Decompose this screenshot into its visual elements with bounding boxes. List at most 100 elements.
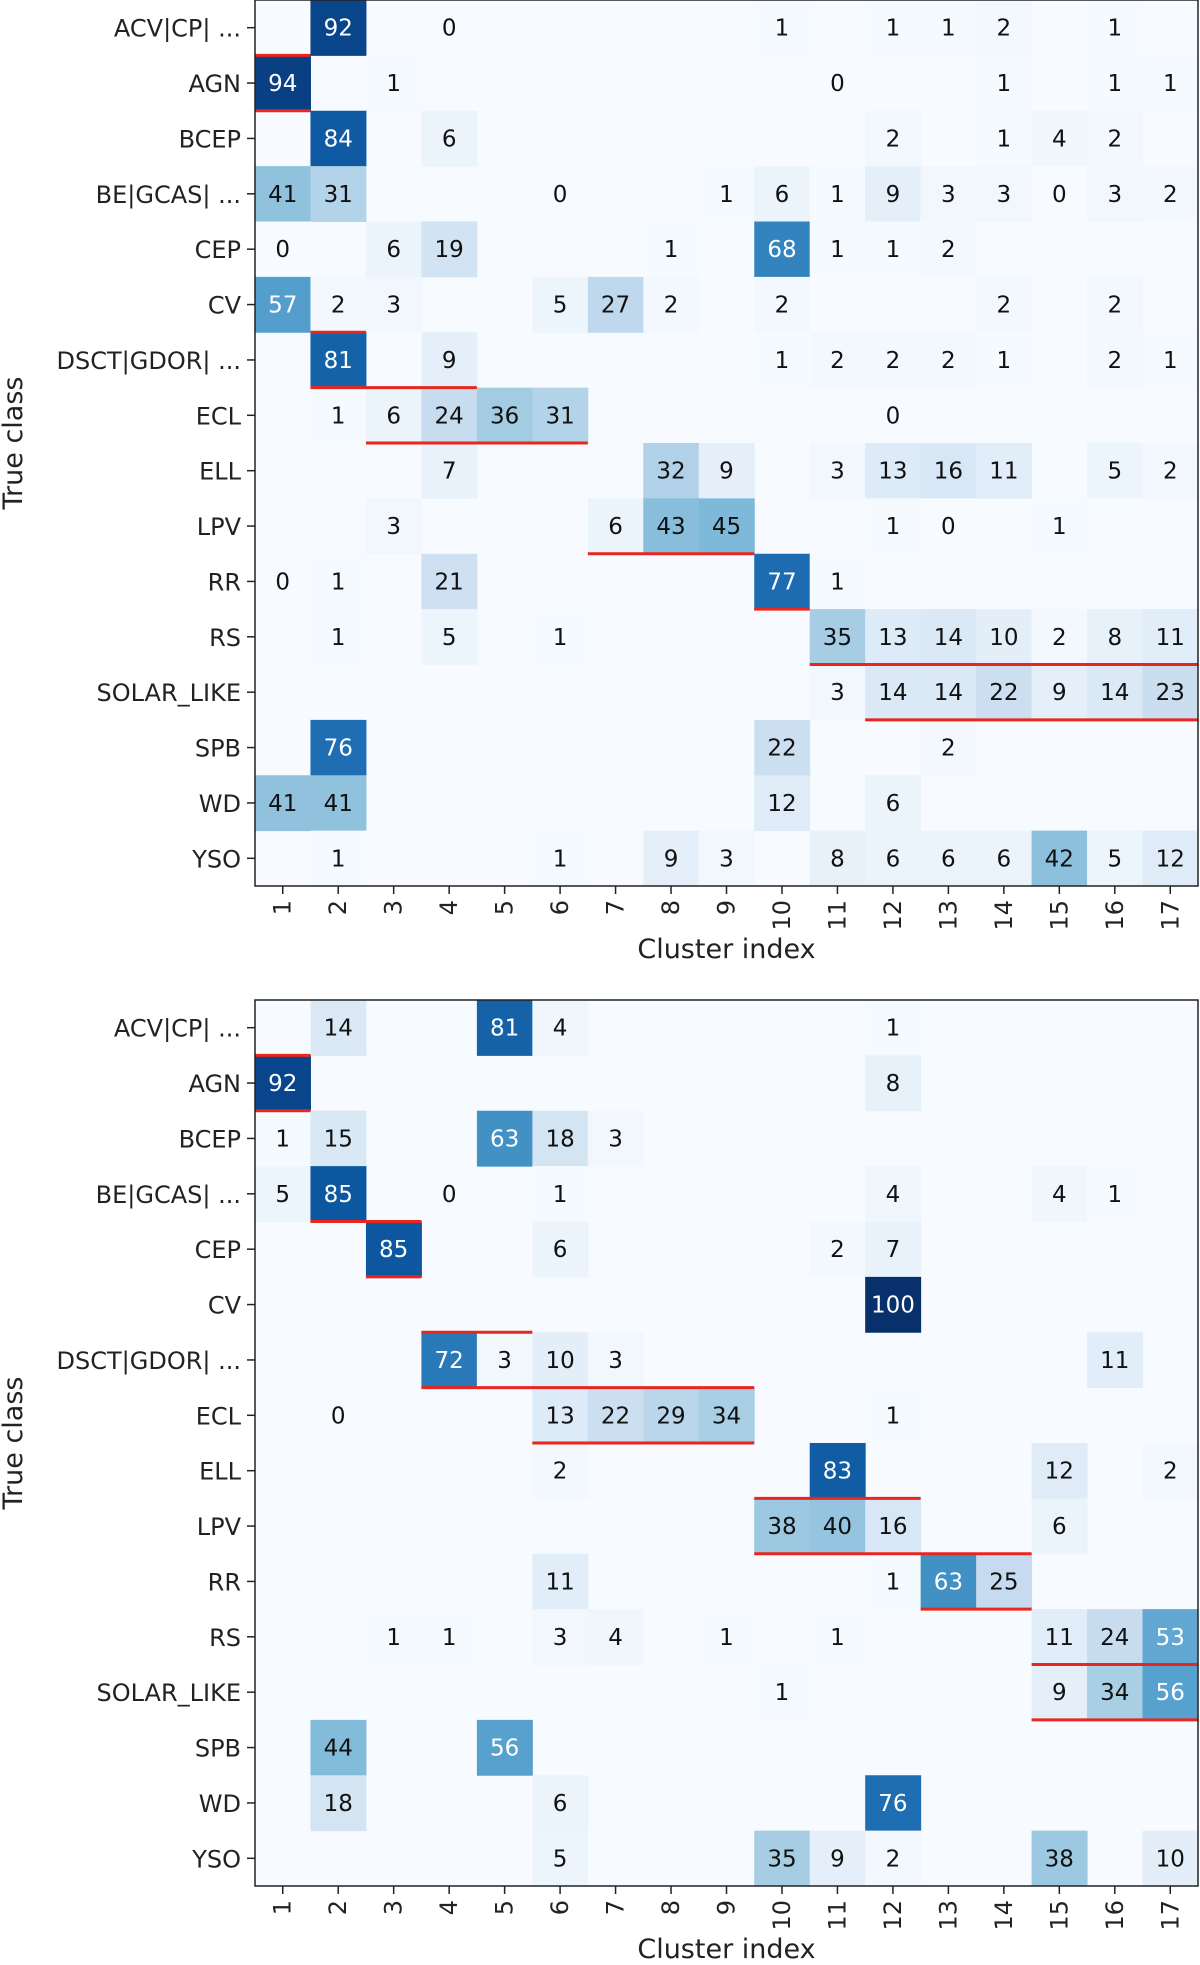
cell-value-label: 38 bbox=[767, 1514, 796, 1540]
cell-value-label: 9 bbox=[442, 348, 457, 374]
x-tick-label: 12 bbox=[879, 1900, 907, 1931]
cell-value-label: 6 bbox=[442, 126, 457, 152]
cell-value-label: 1 bbox=[386, 71, 401, 97]
heatmap-cell bbox=[310, 553, 367, 610]
cell-value-label: 7 bbox=[442, 459, 457, 485]
heatmap-cell bbox=[865, 1553, 922, 1610]
cell-value-label: 15 bbox=[324, 1126, 353, 1152]
heatmap-cell bbox=[310, 332, 367, 389]
cell-value-label: 57 bbox=[268, 293, 297, 319]
heatmap-cell bbox=[1087, 1664, 1144, 1721]
cell-value-label: 100 bbox=[871, 1293, 915, 1319]
heatmap-cell bbox=[754, 276, 811, 333]
cell-value-label: 23 bbox=[1156, 680, 1185, 706]
heatmap-cell bbox=[421, 332, 478, 389]
cell-value-label: 0 bbox=[275, 237, 290, 263]
cell-value-label: 1 bbox=[553, 846, 568, 872]
x-tick-label: 3 bbox=[380, 900, 408, 915]
cell-value-label: 1 bbox=[1107, 16, 1122, 42]
cell-value-label: 1 bbox=[775, 348, 790, 374]
x-tick-label: 5 bbox=[491, 900, 519, 915]
heatmap-cell bbox=[643, 498, 700, 555]
cell-value-label: 81 bbox=[324, 348, 353, 374]
cell-value-label: 45 bbox=[712, 514, 741, 540]
cell-value-label: 1 bbox=[719, 182, 734, 208]
heatmap-cell bbox=[1031, 498, 1088, 555]
cell-value-label: 3 bbox=[497, 1348, 512, 1374]
heatmap-cell bbox=[310, 1110, 367, 1167]
cell-value-label: 1 bbox=[830, 182, 845, 208]
heatmap-cell bbox=[754, 166, 811, 222]
cell-value-label: 24 bbox=[435, 403, 464, 429]
cell-value-label: 2 bbox=[886, 126, 901, 152]
cell-value-label: 1 bbox=[830, 237, 845, 263]
y-tick-label: LPV bbox=[197, 1513, 242, 1541]
y-tick-label: ELL bbox=[199, 458, 242, 486]
heatmap-cell bbox=[1031, 609, 1088, 665]
x-tick-label: 11 bbox=[823, 1900, 851, 1931]
heatmap-cell bbox=[1087, 1166, 1144, 1222]
cell-value-label: 6 bbox=[553, 1237, 568, 1263]
cell-value-label: 1 bbox=[1107, 71, 1122, 97]
heatmap-cell bbox=[865, 498, 922, 555]
cell-value-label: 2 bbox=[1107, 348, 1122, 374]
cell-value-label: 44 bbox=[324, 1736, 353, 1762]
heatmap-cell bbox=[1142, 1830, 1199, 1887]
heatmap-cell bbox=[920, 830, 977, 887]
y-tick-label: BCEP bbox=[179, 125, 241, 153]
cell-value-label: 2 bbox=[331, 293, 346, 319]
cell-value-label: 2 bbox=[1163, 182, 1178, 208]
y-tick-label: ECL bbox=[196, 1402, 242, 1430]
cell-value-label: 14 bbox=[1100, 680, 1129, 706]
heatmap-cell bbox=[310, 1719, 367, 1776]
cell-value-label: 3 bbox=[386, 514, 401, 540]
heatmap-cell bbox=[643, 221, 700, 278]
heatmap-cell bbox=[920, 719, 977, 776]
cell-value-label: 1 bbox=[886, 1016, 901, 1042]
heatmap-cell bbox=[976, 664, 1033, 721]
x-axis-label: Cluster index bbox=[637, 1934, 815, 1965]
heatmap-cell bbox=[476, 387, 533, 444]
y-tick-label: ACV|CP| ... bbox=[114, 1015, 241, 1043]
heatmap-cell bbox=[809, 221, 866, 278]
x-tick-label: 17 bbox=[1156, 900, 1184, 931]
cell-value-label: 1 bbox=[886, 1569, 901, 1595]
cell-value-label: 92 bbox=[268, 1071, 297, 1097]
heatmap-cell bbox=[754, 1664, 811, 1721]
heatmap-cell bbox=[865, 664, 922, 721]
heatmap-cell bbox=[1142, 1443, 1199, 1499]
x-tick-label: 9 bbox=[713, 900, 741, 915]
cell-value-label: 2 bbox=[553, 1459, 568, 1485]
heatmap-cell bbox=[920, 0, 977, 56]
cell-value-label: 76 bbox=[878, 1791, 907, 1817]
heatmap-cell bbox=[310, 0, 367, 56]
cell-value-label: 1 bbox=[997, 71, 1012, 97]
heatmap-cell bbox=[809, 1609, 866, 1665]
cell-value-label: 2 bbox=[997, 16, 1012, 42]
cell-value-label: 4 bbox=[1052, 1182, 1067, 1208]
heatmap-cell bbox=[976, 609, 1033, 665]
cell-value-label: 0 bbox=[442, 1182, 457, 1208]
heatmap-cell bbox=[310, 110, 367, 167]
cell-value-label: 8 bbox=[1107, 625, 1122, 651]
heatmap-cell bbox=[310, 775, 367, 832]
x-tick-label: 5 bbox=[491, 1900, 519, 1915]
heatmap-cell bbox=[1142, 609, 1199, 665]
heatmap-cell bbox=[1087, 443, 1144, 499]
cell-value-label: 1 bbox=[442, 1625, 457, 1651]
heatmap-cell bbox=[310, 276, 367, 333]
y-tick-label: CV bbox=[208, 1292, 242, 1320]
cell-value-label: 84 bbox=[324, 126, 353, 152]
heatmap-cell bbox=[421, 1609, 478, 1665]
cell-value-label: 40 bbox=[823, 1514, 852, 1540]
heatmap-cell bbox=[421, 443, 478, 499]
cell-value-label: 1 bbox=[830, 569, 845, 595]
cell-value-label: 41 bbox=[268, 182, 297, 208]
x-tick-label: 9 bbox=[713, 1900, 741, 1915]
heatmap-cell bbox=[421, 387, 478, 444]
y-tick-label: AGN bbox=[188, 1070, 241, 1098]
cell-value-label: 1 bbox=[1052, 514, 1067, 540]
cell-value-label: 14 bbox=[324, 1016, 353, 1042]
cell-value-label: 56 bbox=[1156, 1680, 1185, 1706]
cell-value-label: 6 bbox=[386, 237, 401, 263]
